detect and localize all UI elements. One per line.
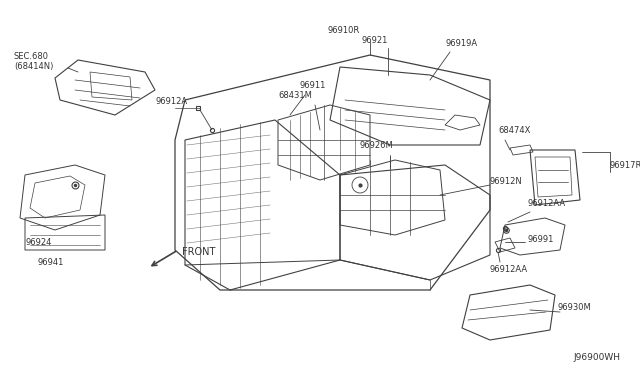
Text: 68431M: 68431M (278, 91, 312, 100)
Text: 96924: 96924 (25, 238, 51, 247)
Text: 96917R: 96917R (610, 160, 640, 170)
Text: 96941: 96941 (38, 258, 65, 267)
Text: SEC.680: SEC.680 (14, 52, 49, 61)
Text: 96926M: 96926M (360, 141, 394, 150)
Text: 96912AA: 96912AA (528, 199, 566, 208)
Text: 96991: 96991 (528, 235, 554, 244)
Text: 96910R: 96910R (328, 26, 360, 35)
Text: 96912N: 96912N (490, 177, 523, 186)
Text: J96900WH: J96900WH (573, 353, 620, 362)
Text: 96912A: 96912A (155, 97, 187, 106)
Text: 68474X: 68474X (498, 126, 531, 135)
Text: 96921: 96921 (362, 36, 388, 45)
Text: FRONT: FRONT (182, 247, 216, 257)
Text: 96930M: 96930M (558, 304, 592, 312)
Text: 96911: 96911 (300, 81, 326, 90)
Text: (68414N): (68414N) (14, 62, 53, 71)
Text: 96919A: 96919A (445, 39, 477, 48)
Text: 96912AA: 96912AA (490, 265, 528, 274)
